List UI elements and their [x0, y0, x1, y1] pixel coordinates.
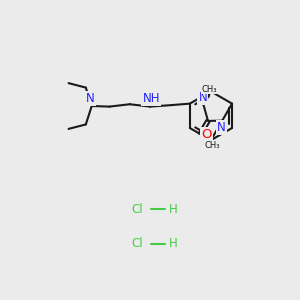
Text: N: N: [217, 121, 226, 134]
Text: Cl: Cl: [132, 237, 143, 250]
Text: N: N: [198, 92, 207, 104]
Text: CH₃: CH₃: [204, 141, 220, 150]
Text: H: H: [169, 203, 178, 216]
Text: O: O: [202, 128, 212, 141]
Text: N: N: [86, 92, 95, 105]
Text: NH: NH: [142, 92, 160, 105]
Text: H: H: [169, 237, 178, 250]
Text: CH₃: CH₃: [202, 85, 217, 94]
Text: Cl: Cl: [132, 203, 143, 216]
